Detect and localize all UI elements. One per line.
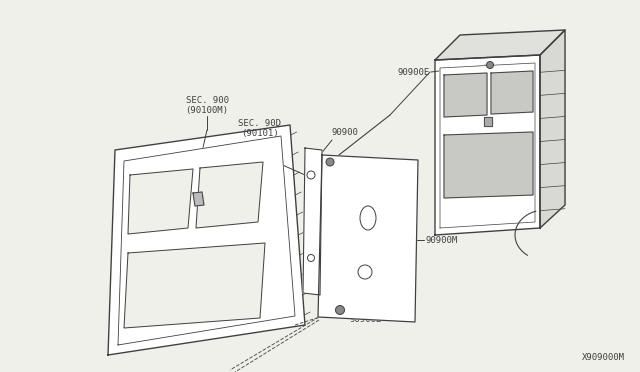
Polygon shape xyxy=(118,136,295,345)
Text: SEC. 90D: SEC. 90D xyxy=(239,119,282,128)
Polygon shape xyxy=(444,132,533,198)
Text: SEC. 900: SEC. 900 xyxy=(186,96,228,105)
Text: 90900M: 90900M xyxy=(425,235,457,244)
Circle shape xyxy=(326,158,334,166)
Text: 90900: 90900 xyxy=(332,128,359,137)
Polygon shape xyxy=(435,30,565,60)
Polygon shape xyxy=(540,30,565,228)
Text: X909000M: X909000M xyxy=(582,353,625,362)
Polygon shape xyxy=(318,155,418,322)
Polygon shape xyxy=(193,192,204,206)
Polygon shape xyxy=(303,148,322,295)
Text: 90900E: 90900E xyxy=(397,67,430,77)
Text: 90900E: 90900E xyxy=(350,315,382,324)
Polygon shape xyxy=(108,125,305,355)
Polygon shape xyxy=(128,169,193,234)
Polygon shape xyxy=(444,73,487,117)
Text: (90100M): (90100M) xyxy=(186,106,228,115)
Polygon shape xyxy=(491,71,533,114)
Polygon shape xyxy=(435,55,540,235)
Polygon shape xyxy=(484,117,492,126)
Polygon shape xyxy=(196,162,263,228)
Circle shape xyxy=(486,61,493,68)
Text: (90101): (90101) xyxy=(241,129,279,138)
Polygon shape xyxy=(440,63,535,228)
Circle shape xyxy=(335,305,344,314)
Polygon shape xyxy=(124,243,265,328)
